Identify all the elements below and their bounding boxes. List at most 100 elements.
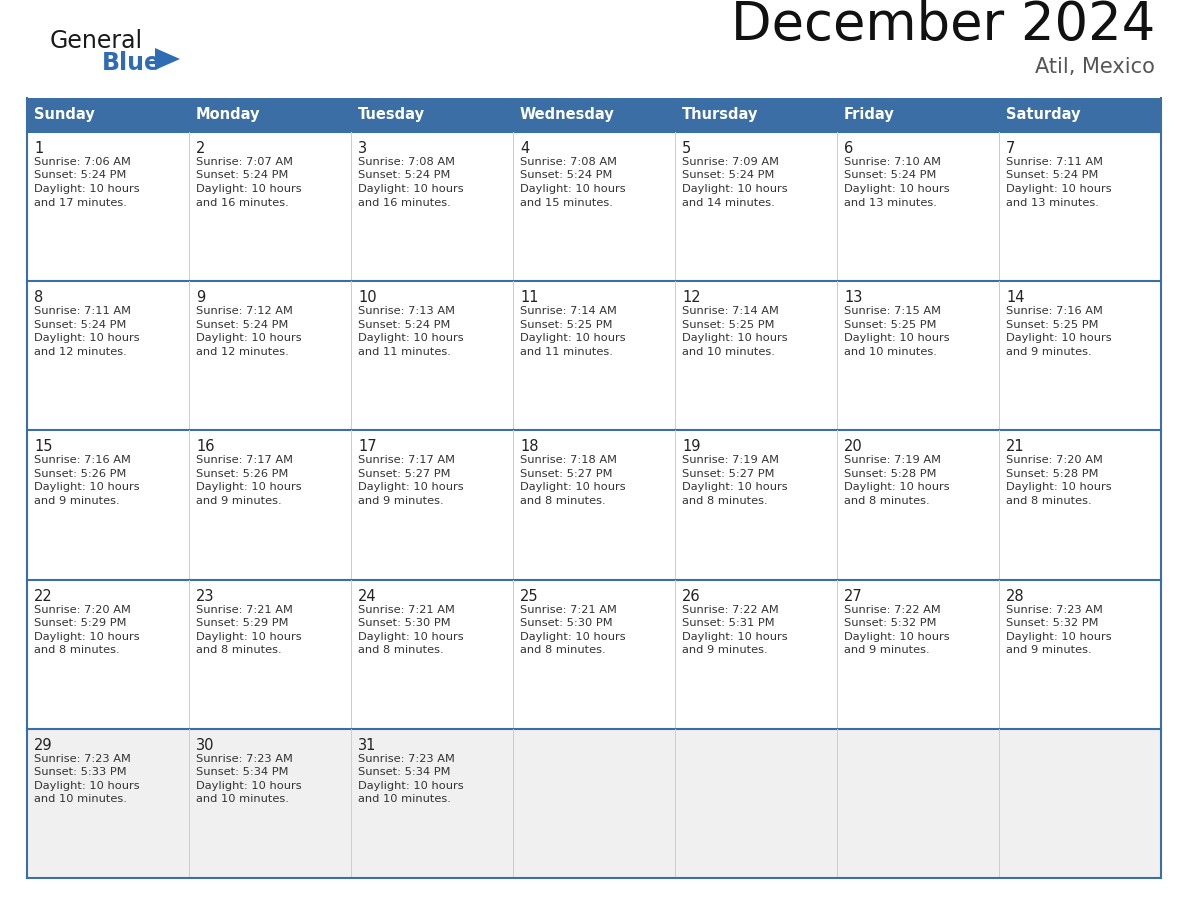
Text: 26: 26 — [682, 588, 701, 604]
Text: and 13 minutes.: and 13 minutes. — [1006, 197, 1099, 207]
Text: 7: 7 — [1006, 141, 1016, 156]
Text: Daylight: 10 hours: Daylight: 10 hours — [682, 632, 788, 642]
Bar — [27, 98, 1161, 132]
Text: 5: 5 — [682, 141, 691, 156]
Text: Daylight: 10 hours: Daylight: 10 hours — [196, 781, 302, 790]
Text: and 9 minutes.: and 9 minutes. — [34, 496, 120, 506]
Text: Sunset: 5:24 PM: Sunset: 5:24 PM — [34, 171, 126, 181]
Text: Sunrise: 7:14 AM: Sunrise: 7:14 AM — [682, 307, 779, 316]
Text: Tuesday: Tuesday — [358, 107, 425, 122]
Text: Sunrise: 7:17 AM: Sunrise: 7:17 AM — [358, 455, 455, 465]
Text: 1: 1 — [34, 141, 43, 156]
Text: 28: 28 — [1006, 588, 1024, 604]
Text: Sunrise: 7:16 AM: Sunrise: 7:16 AM — [1006, 307, 1102, 316]
Text: Sunset: 5:25 PM: Sunset: 5:25 PM — [520, 319, 613, 330]
Text: and 9 minutes.: and 9 minutes. — [843, 645, 930, 655]
Text: Sunrise: 7:16 AM: Sunrise: 7:16 AM — [34, 455, 131, 465]
Text: and 8 minutes.: and 8 minutes. — [358, 645, 443, 655]
Text: and 10 minutes.: and 10 minutes. — [358, 794, 451, 804]
Text: Daylight: 10 hours: Daylight: 10 hours — [34, 184, 140, 194]
Text: Sunset: 5:28 PM: Sunset: 5:28 PM — [843, 469, 936, 479]
Text: Daylight: 10 hours: Daylight: 10 hours — [520, 482, 626, 492]
Text: and 13 minutes.: and 13 minutes. — [843, 197, 937, 207]
Text: Sunrise: 7:20 AM: Sunrise: 7:20 AM — [34, 605, 131, 614]
Text: 3: 3 — [358, 141, 367, 156]
Text: Sunset: 5:29 PM: Sunset: 5:29 PM — [196, 618, 289, 628]
Text: 31: 31 — [358, 738, 377, 753]
Text: Sunset: 5:32 PM: Sunset: 5:32 PM — [843, 618, 936, 628]
Text: Sunset: 5:24 PM: Sunset: 5:24 PM — [843, 171, 936, 181]
Text: Sunset: 5:24 PM: Sunset: 5:24 PM — [196, 319, 289, 330]
Text: and 9 minutes.: and 9 minutes. — [1006, 347, 1092, 357]
Text: Friday: Friday — [843, 107, 895, 122]
Text: Daylight: 10 hours: Daylight: 10 hours — [34, 333, 140, 343]
Text: Sunrise: 7:08 AM: Sunrise: 7:08 AM — [358, 157, 455, 167]
Text: 22: 22 — [34, 588, 52, 604]
Text: and 12 minutes.: and 12 minutes. — [34, 347, 127, 357]
Text: Sunset: 5:24 PM: Sunset: 5:24 PM — [34, 319, 126, 330]
Text: Sunset: 5:25 PM: Sunset: 5:25 PM — [843, 319, 936, 330]
Text: Sunrise: 7:12 AM: Sunrise: 7:12 AM — [196, 307, 293, 316]
Text: 4: 4 — [520, 141, 529, 156]
Text: and 10 minutes.: and 10 minutes. — [843, 347, 937, 357]
Text: and 10 minutes.: and 10 minutes. — [196, 794, 289, 804]
Text: Sunrise: 7:22 AM: Sunrise: 7:22 AM — [682, 605, 779, 614]
Text: 20: 20 — [843, 440, 862, 454]
Text: Daylight: 10 hours: Daylight: 10 hours — [1006, 632, 1112, 642]
Text: 29: 29 — [34, 738, 52, 753]
Text: Daylight: 10 hours: Daylight: 10 hours — [520, 184, 626, 194]
Text: and 14 minutes.: and 14 minutes. — [682, 197, 775, 207]
Text: and 8 minutes.: and 8 minutes. — [196, 645, 282, 655]
Text: and 17 minutes.: and 17 minutes. — [34, 197, 127, 207]
Text: Sunset: 5:24 PM: Sunset: 5:24 PM — [520, 171, 612, 181]
Text: 19: 19 — [682, 440, 701, 454]
Text: Sunset: 5:24 PM: Sunset: 5:24 PM — [196, 171, 289, 181]
Text: Daylight: 10 hours: Daylight: 10 hours — [196, 482, 302, 492]
Text: Daylight: 10 hours: Daylight: 10 hours — [358, 632, 463, 642]
Text: Daylight: 10 hours: Daylight: 10 hours — [196, 333, 302, 343]
Text: Daylight: 10 hours: Daylight: 10 hours — [843, 482, 949, 492]
Text: Daylight: 10 hours: Daylight: 10 hours — [682, 482, 788, 492]
Text: 8: 8 — [34, 290, 43, 305]
Text: Daylight: 10 hours: Daylight: 10 hours — [1006, 482, 1112, 492]
Text: Atil, Mexico: Atil, Mexico — [1035, 57, 1155, 77]
Text: Daylight: 10 hours: Daylight: 10 hours — [843, 333, 949, 343]
Text: Daylight: 10 hours: Daylight: 10 hours — [196, 184, 302, 194]
Text: 21: 21 — [1006, 440, 1024, 454]
Text: Daylight: 10 hours: Daylight: 10 hours — [1006, 333, 1112, 343]
Text: 17: 17 — [358, 440, 377, 454]
Text: and 9 minutes.: and 9 minutes. — [1006, 645, 1092, 655]
Text: 15: 15 — [34, 440, 52, 454]
Text: and 8 minutes.: and 8 minutes. — [1006, 496, 1092, 506]
Text: Wednesday: Wednesday — [520, 107, 614, 122]
Text: Sunset: 5:24 PM: Sunset: 5:24 PM — [682, 171, 775, 181]
Text: Thursday: Thursday — [682, 107, 758, 122]
Text: and 10 minutes.: and 10 minutes. — [682, 347, 775, 357]
Text: Sunset: 5:34 PM: Sunset: 5:34 PM — [196, 767, 289, 778]
Text: 25: 25 — [520, 588, 538, 604]
Text: 16: 16 — [196, 440, 215, 454]
Text: Sunrise: 7:10 AM: Sunrise: 7:10 AM — [843, 157, 941, 167]
Text: and 11 minutes.: and 11 minutes. — [520, 347, 613, 357]
Text: 11: 11 — [520, 290, 538, 305]
Text: Sunrise: 7:23 AM: Sunrise: 7:23 AM — [34, 754, 131, 764]
Bar — [27, 729, 1161, 878]
Text: Sunset: 5:30 PM: Sunset: 5:30 PM — [520, 618, 613, 628]
Text: and 10 minutes.: and 10 minutes. — [34, 794, 127, 804]
Text: 27: 27 — [843, 588, 862, 604]
Text: Sunday: Sunday — [34, 107, 95, 122]
Text: Sunrise: 7:15 AM: Sunrise: 7:15 AM — [843, 307, 941, 316]
Text: Sunrise: 7:23 AM: Sunrise: 7:23 AM — [196, 754, 293, 764]
Text: and 9 minutes.: and 9 minutes. — [682, 645, 767, 655]
Text: Sunrise: 7:20 AM: Sunrise: 7:20 AM — [1006, 455, 1102, 465]
Text: Sunrise: 7:17 AM: Sunrise: 7:17 AM — [196, 455, 293, 465]
Text: Sunrise: 7:11 AM: Sunrise: 7:11 AM — [34, 307, 131, 316]
Bar — [27, 431, 1161, 579]
Text: 9: 9 — [196, 290, 206, 305]
Text: Sunset: 5:25 PM: Sunset: 5:25 PM — [1006, 319, 1099, 330]
Text: Sunrise: 7:21 AM: Sunrise: 7:21 AM — [358, 605, 455, 614]
Bar — [27, 281, 1161, 431]
Text: and 8 minutes.: and 8 minutes. — [520, 496, 606, 506]
Text: Daylight: 10 hours: Daylight: 10 hours — [358, 184, 463, 194]
Text: Sunset: 5:30 PM: Sunset: 5:30 PM — [358, 618, 450, 628]
